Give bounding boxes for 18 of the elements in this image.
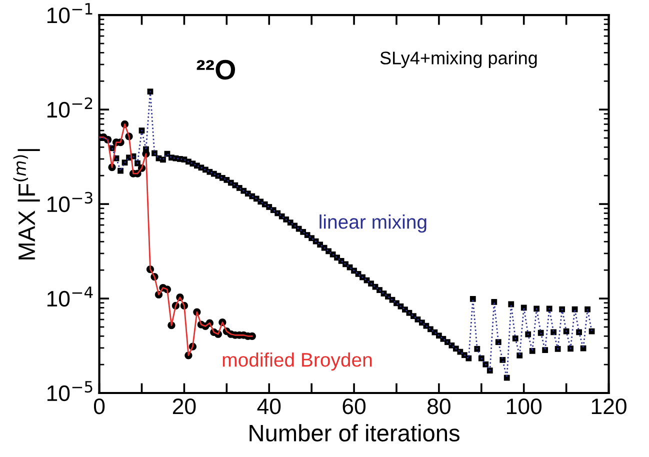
x-tick-label: 60 <box>342 398 366 414</box>
y-tick-label: 10$^{−4}$ <box>47 286 93 307</box>
x-axis-title: Number of iterations <box>250 424 460 442</box>
x-tick-label: 80 <box>428 398 450 414</box>
annotation: SLy4+mixing paring <box>380 51 537 68</box>
y-tick-label: 10$^{−5}$ <box>47 381 92 402</box>
y-tick-label: 10$^{−3}$ <box>47 192 92 212</box>
x-tick-label: 120 <box>592 398 626 414</box>
annotation: ²²O <box>196 60 236 80</box>
y-tick-label: 10$^{−2}$ <box>47 97 92 118</box>
x-tick-label: 100 <box>507 398 542 414</box>
y-axis-title: MAX |F$^{(m)}$| <box>13 149 40 260</box>
x-tick-label: 0 <box>94 398 105 414</box>
series-label: modified Broyden <box>222 352 372 371</box>
x-tick-label: 20 <box>172 398 196 414</box>
x-tick-label: 40 <box>257 398 281 414</box>
y-tick-label: 10$^{−1}$ <box>47 3 92 24</box>
series-label: linear mixing <box>320 214 426 233</box>
